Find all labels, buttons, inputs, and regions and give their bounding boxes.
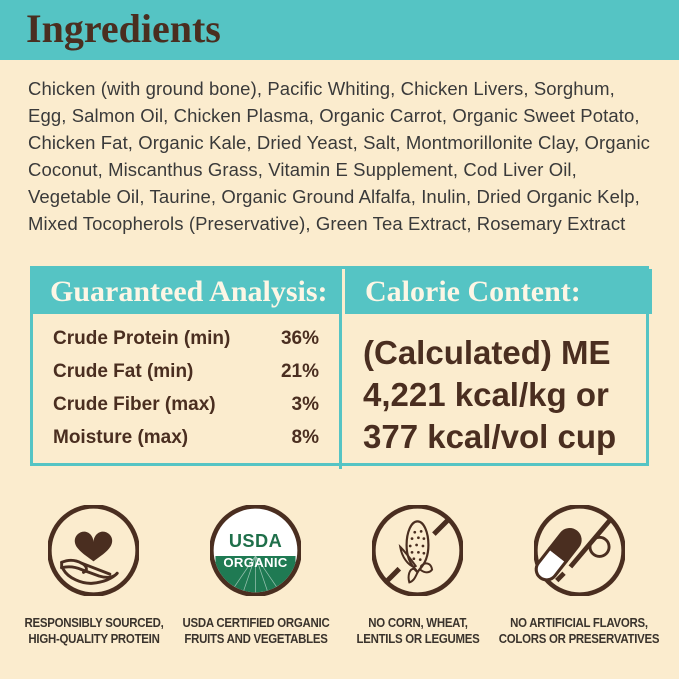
svg-text:ORGANIC: ORGANIC [224,555,288,570]
svg-text:USDA: USDA [229,531,282,551]
